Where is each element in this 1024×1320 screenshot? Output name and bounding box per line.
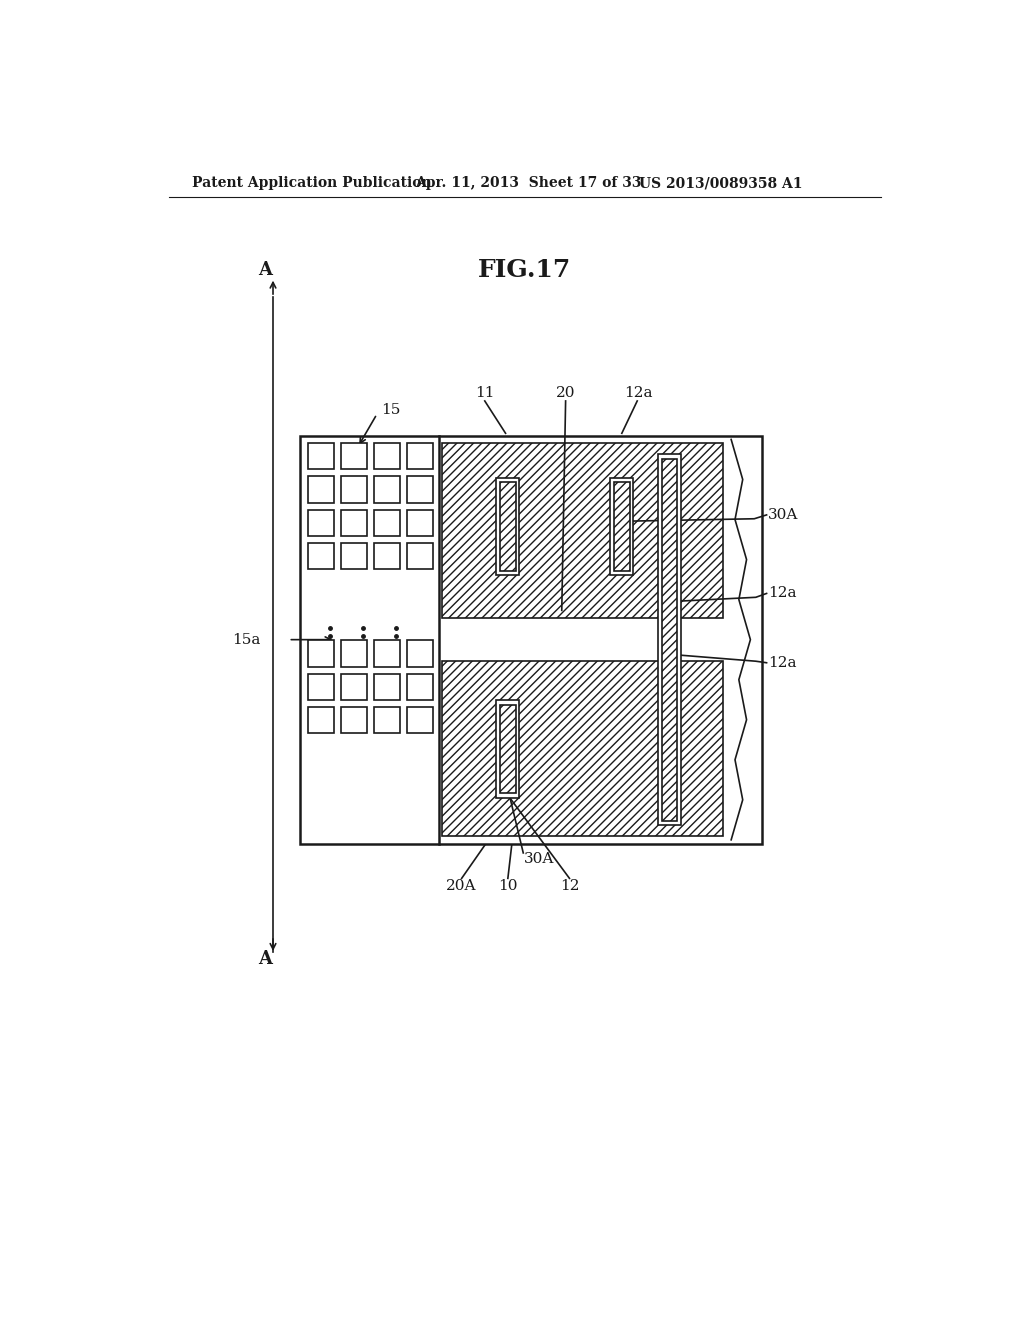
Bar [407, 444, 433, 470]
Text: Patent Application Publication: Patent Application Publication [193, 176, 432, 190]
Bar [662, 459, 677, 821]
Bar [407, 640, 433, 667]
Bar [658, 454, 681, 825]
Bar [341, 706, 367, 733]
Text: 10: 10 [498, 879, 517, 894]
Bar [442, 444, 724, 618]
Bar [497, 700, 519, 797]
Text: 12a: 12a [768, 656, 797, 669]
Bar [341, 673, 367, 700]
Text: 15: 15 [381, 403, 400, 417]
Bar [374, 543, 400, 569]
Text: 15a: 15a [231, 632, 260, 647]
Bar [407, 543, 433, 569]
Bar [374, 640, 400, 667]
Bar [307, 673, 334, 700]
Bar [307, 444, 334, 470]
Text: 11: 11 [475, 387, 495, 400]
Bar [374, 477, 400, 503]
Bar [341, 543, 367, 569]
Bar [442, 661, 724, 836]
Bar [341, 444, 367, 470]
Text: FIG.17: FIG.17 [478, 257, 571, 282]
Text: 12a: 12a [625, 387, 653, 400]
Text: 30A: 30A [768, 508, 799, 521]
Bar [374, 706, 400, 733]
Bar [374, 444, 400, 470]
Bar [407, 477, 433, 503]
Bar [407, 673, 433, 700]
Text: 30A: 30A [523, 853, 554, 866]
Bar [300, 436, 762, 843]
Bar [407, 706, 433, 733]
Bar [307, 477, 334, 503]
Bar [614, 482, 630, 570]
Bar [497, 478, 519, 576]
Bar [374, 673, 400, 700]
Bar [341, 640, 367, 667]
Bar [500, 705, 515, 793]
Bar [500, 482, 515, 570]
Bar [341, 477, 367, 503]
Bar [307, 706, 334, 733]
Text: 20: 20 [556, 387, 575, 400]
Bar [407, 510, 433, 536]
Bar [307, 640, 334, 667]
Bar [610, 478, 634, 576]
Bar [307, 510, 334, 536]
Text: 20A: 20A [446, 879, 477, 894]
Text: A: A [258, 261, 272, 279]
Text: US 2013/0089358 A1: US 2013/0089358 A1 [639, 176, 802, 190]
Text: A: A [258, 950, 272, 968]
Bar [341, 510, 367, 536]
Bar [374, 510, 400, 536]
Text: 12a: 12a [768, 586, 797, 601]
Bar [307, 543, 334, 569]
Text: Apr. 11, 2013  Sheet 17 of 33: Apr. 11, 2013 Sheet 17 of 33 [416, 176, 642, 190]
Text: 12: 12 [560, 879, 580, 894]
